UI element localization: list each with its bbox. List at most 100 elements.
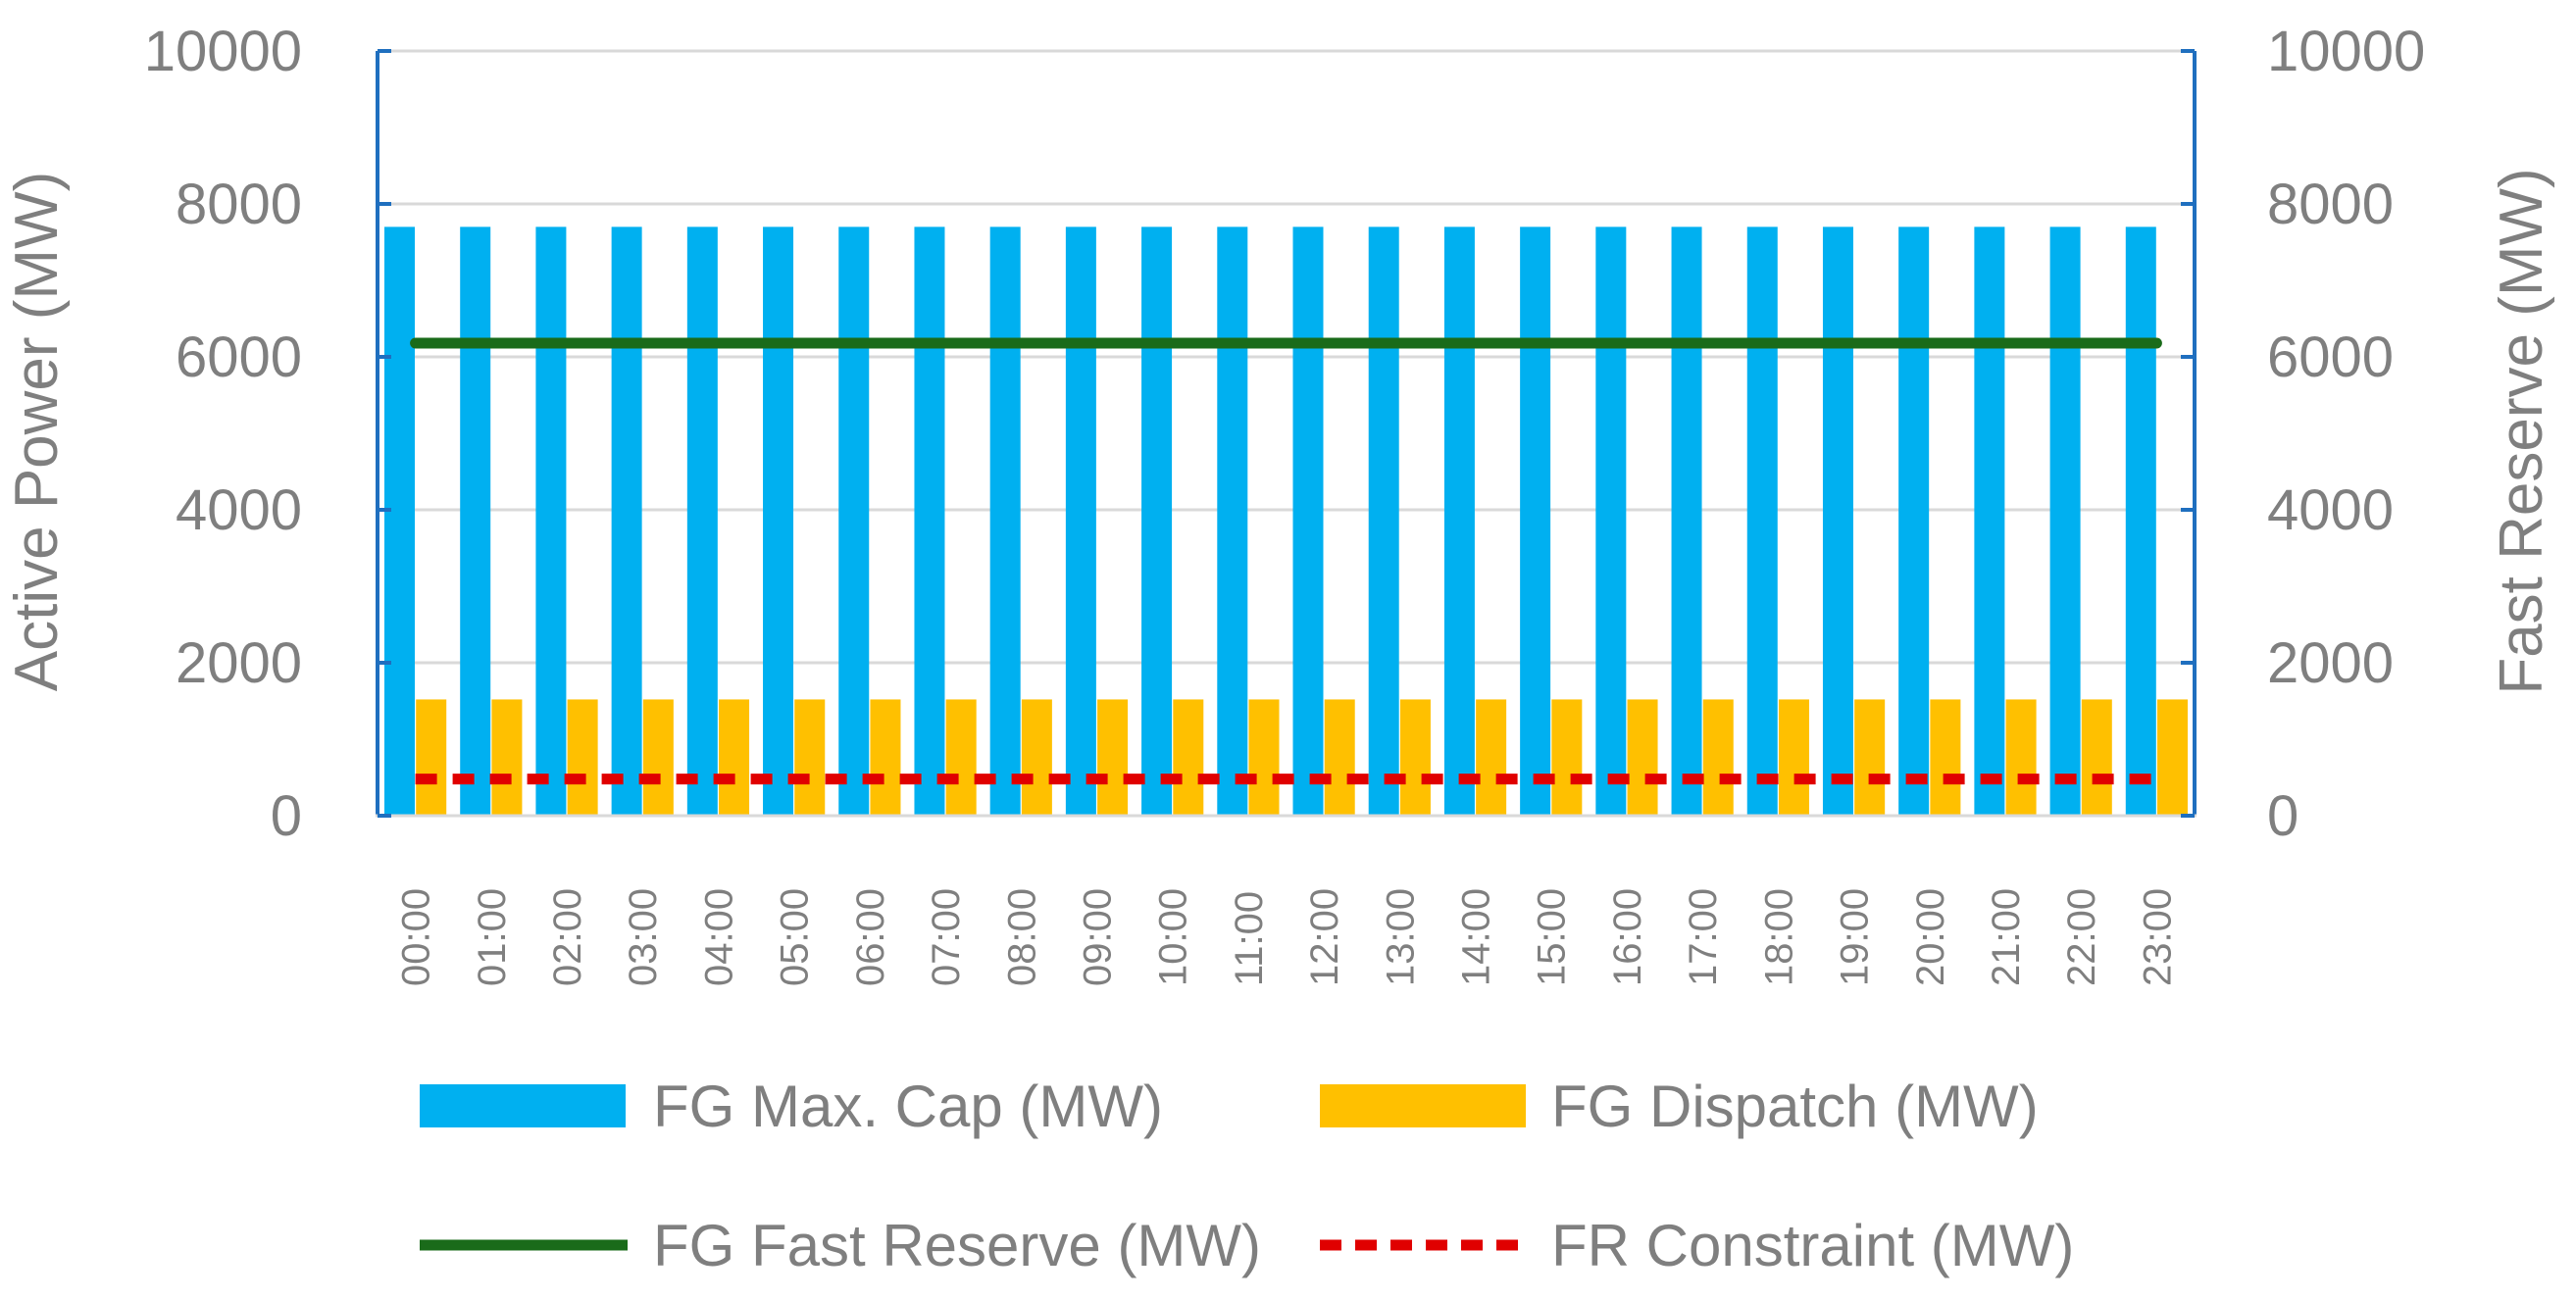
bar-max-cap xyxy=(2125,226,2156,816)
x-tick-label: 06:00 xyxy=(849,888,892,986)
bar-dispatch xyxy=(1854,699,1886,816)
y-tick-label-left: 4000 xyxy=(176,478,302,542)
x-tick-label: 20:00 xyxy=(1909,888,1952,986)
y-tick-label-left: 2000 xyxy=(176,631,302,695)
y-tick-label-left: 0 xyxy=(271,784,302,848)
x-tick-label: 11:00 xyxy=(1228,891,1271,986)
bar-dispatch xyxy=(1097,699,1129,816)
right-tick-labels: 0 2000 4000 6000 8000 10000 xyxy=(2267,20,2425,848)
bar-max-cap xyxy=(686,226,718,816)
bar-max-cap xyxy=(1292,226,1324,816)
x-tick-label: 03:00 xyxy=(622,888,665,986)
legend: FG Max. Cap (MW) FG Dispatch (MW) FG Fas… xyxy=(420,1074,2074,1278)
y-tick-label-right: 2000 xyxy=(2267,631,2394,695)
bar-dispatch xyxy=(719,699,750,816)
series-lines xyxy=(410,337,2162,785)
y-tick-label-right: 8000 xyxy=(2267,173,2394,236)
x-tick-label: 12:00 xyxy=(1303,888,1346,986)
bar-max-cap xyxy=(1822,226,1853,816)
x-tick-label: 01:00 xyxy=(471,888,514,986)
bar-dispatch xyxy=(2005,699,2037,816)
bar-dispatch xyxy=(1248,699,1280,816)
x-tick-label: 23:00 xyxy=(2136,888,2179,986)
bar-max-cap xyxy=(611,226,642,816)
bar-dispatch xyxy=(2157,699,2188,816)
legend-item-fast-reserve: FG Fast Reserve (MW) xyxy=(420,1213,1261,1278)
x-tick-label: 16:00 xyxy=(1606,888,1649,986)
bar-max-cap xyxy=(914,226,945,816)
y-tick-label-right: 4000 xyxy=(2267,478,2394,542)
bar-dispatch xyxy=(1551,699,1583,816)
bar-max-cap xyxy=(1368,226,1399,816)
bar-max-cap xyxy=(1443,226,1475,816)
bar-dispatch xyxy=(2081,699,2112,816)
legend-item-fr-constraint: FR Constraint (MW) xyxy=(1320,1213,2074,1278)
legend-swatch-dispatch xyxy=(1320,1084,1526,1127)
bar-max-cap xyxy=(1065,226,1096,816)
x-tick-label: 22:00 xyxy=(2060,888,2103,986)
y-tick-label-left: 10000 xyxy=(144,20,302,83)
category-labels: 00:00 01:00 02:00 03:00 04:00 05:00 06:00 07:00… xyxy=(395,888,2180,986)
x-tick-label: 08:00 xyxy=(1000,888,1043,986)
x-tick-label: 14:00 xyxy=(1455,888,1498,986)
bar-max-cap xyxy=(1974,226,2005,816)
bar-dispatch xyxy=(1702,699,1734,816)
bar-dispatch xyxy=(1324,699,1355,816)
y-axis-title-right: Fast Reserve (MW) xyxy=(2488,168,2555,694)
legend-item-dispatch: FG Dispatch (MW) xyxy=(1320,1074,2039,1139)
legend-label-max-cap: FG Max. Cap (MW) xyxy=(653,1074,1163,1139)
x-tick-label: 07:00 xyxy=(925,888,968,986)
x-tick-label: 04:00 xyxy=(697,888,740,986)
bar-max-cap xyxy=(1595,226,1627,816)
legend-label-dispatch: FG Dispatch (MW) xyxy=(1551,1074,2039,1139)
x-tick-label: 09:00 xyxy=(1077,888,1120,986)
bar-dispatch xyxy=(1399,699,1431,816)
x-tick-label: 21:00 xyxy=(1985,888,2028,986)
bar-max-cap xyxy=(989,226,1021,816)
x-tick-label: 19:00 xyxy=(1834,888,1877,986)
y-tick-label-right: 10000 xyxy=(2267,20,2425,83)
x-tick-label: 13:00 xyxy=(1379,888,1422,986)
bar-max-cap xyxy=(2049,226,2081,816)
legend-label-fr-constraint: FR Constraint (MW) xyxy=(1551,1213,2074,1278)
bar-dispatch xyxy=(416,699,447,816)
bar-max-cap xyxy=(460,226,491,816)
x-tick-label: 17:00 xyxy=(1682,888,1725,986)
bar-dispatch xyxy=(491,699,523,816)
x-tick-label: 10:00 xyxy=(1152,888,1195,986)
legend-swatch-max-cap xyxy=(420,1084,626,1127)
bar-max-cap xyxy=(1217,226,1248,816)
bar-dispatch xyxy=(1778,699,1809,816)
y-axis-title-left: Active Power (MW) xyxy=(3,172,71,691)
y-tick-label-right: 6000 xyxy=(2267,325,2394,389)
bar-dispatch xyxy=(642,699,674,816)
bar-max-cap xyxy=(763,226,794,816)
bar-max-cap xyxy=(1671,226,1702,816)
gridlines xyxy=(378,49,2195,665)
bar-dispatch xyxy=(794,699,826,816)
x-tick-label: 18:00 xyxy=(1757,888,1800,986)
y-tick-label-right: 0 xyxy=(2267,784,2298,848)
axes xyxy=(376,49,2197,818)
y-tick-label-left: 8000 xyxy=(176,173,302,236)
bar-max-cap xyxy=(384,226,415,816)
legend-item-max-cap: FG Max. Cap (MW) xyxy=(420,1074,1163,1139)
x-tick-label: 05:00 xyxy=(774,888,817,986)
legend-label-fast-reserve: FG Fast Reserve (MW) xyxy=(653,1213,1261,1278)
x-tick-label: 15:00 xyxy=(1531,888,1574,986)
bar-dispatch xyxy=(567,699,598,816)
x-tick-label: 00:00 xyxy=(395,888,438,986)
y-tick-label-left: 6000 xyxy=(176,325,302,389)
bar-max-cap xyxy=(1898,226,1930,816)
bar-dispatch xyxy=(1627,699,1658,816)
bar-max-cap xyxy=(1746,226,1778,816)
left-tick-labels: 0 2000 4000 6000 8000 10000 xyxy=(144,20,302,848)
bar-dispatch xyxy=(1173,699,1204,816)
bar-dispatch xyxy=(945,699,977,816)
bar-max-cap xyxy=(535,226,567,816)
x-tick-label: 02:00 xyxy=(546,888,589,986)
bar-dispatch xyxy=(1930,699,1961,816)
bar-max-cap xyxy=(838,226,870,816)
bar-dispatch xyxy=(1021,699,1052,816)
